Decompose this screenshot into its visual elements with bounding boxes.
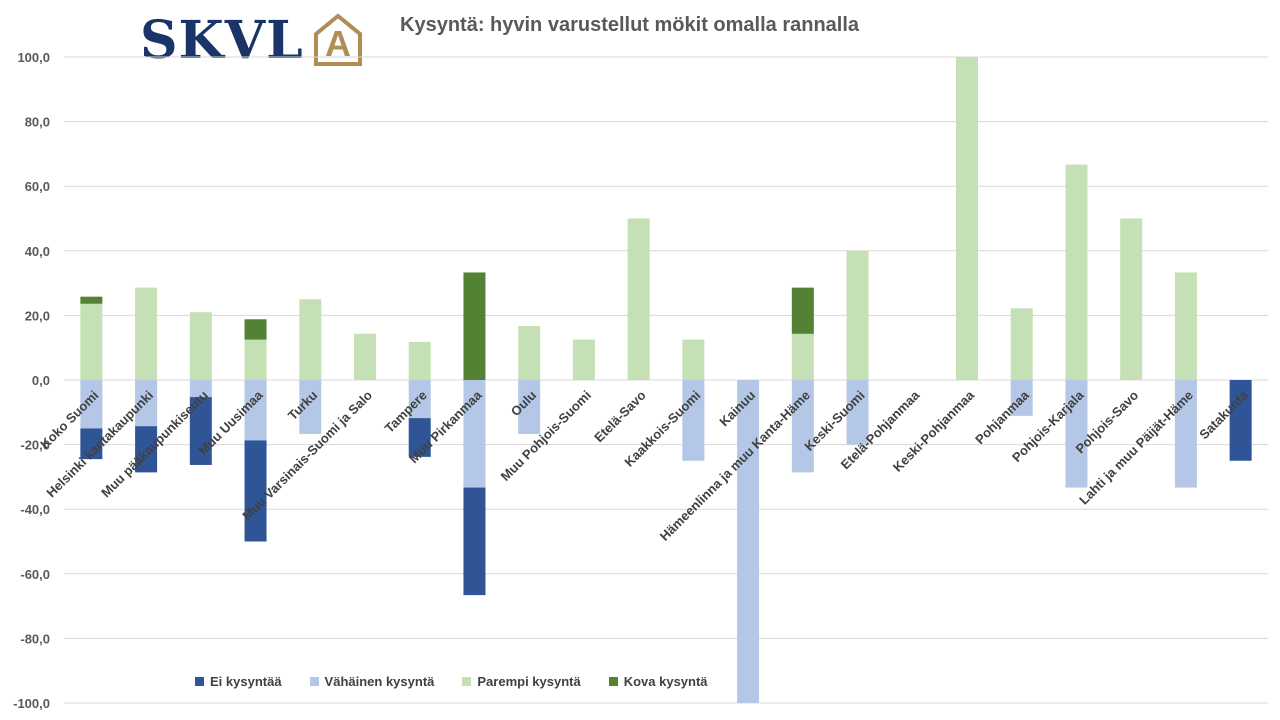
legend-item: Ei kysyntää	[195, 674, 282, 689]
bar-segment	[682, 339, 705, 380]
y-tick-label: -80,0	[20, 631, 50, 646]
bar-segment	[299, 299, 322, 380]
y-tick-label: -40,0	[20, 502, 50, 517]
bar-segment	[1010, 380, 1033, 416]
bar-segment	[1229, 380, 1252, 461]
legend-swatch	[462, 677, 472, 686]
bar-segment	[1174, 272, 1197, 380]
y-tick-label: 80,0	[25, 115, 50, 130]
legend-swatch	[195, 677, 204, 686]
bar-segment	[135, 380, 158, 427]
y-axis-ticks: -100,0 -80,0 -60,0 -40,0 -20,0 0,0 20,0 40,0 60,…	[13, 50, 50, 711]
bar-segment	[791, 287, 814, 334]
bar-segment	[846, 380, 869, 445]
legend-item: Parempi kysyntä	[462, 674, 581, 689]
house-logo-icon	[314, 13, 362, 66]
bar-segment	[1065, 164, 1088, 380]
y-tick-label: 60,0	[25, 179, 50, 194]
y-tick-label: 100,0	[17, 50, 50, 65]
bar-segment	[463, 380, 486, 488]
logo-text: SKVL	[140, 10, 304, 71]
bar-segment	[189, 312, 212, 380]
bar-segment	[463, 487, 486, 596]
bar-segment	[80, 296, 103, 304]
legend-swatch	[608, 677, 618, 686]
legend-item: Vähäinen kysyntä	[309, 674, 435, 689]
y-tick-label: 40,0	[25, 244, 50, 259]
bar-segment	[135, 287, 158, 380]
chart-title: Kysyntä: hyvin varustellut mökit omalla …	[400, 14, 860, 36]
legend-item: Kova kysyntä	[608, 674, 708, 689]
bar-segment	[135, 426, 158, 473]
bar-segment	[846, 250, 869, 380]
bar-segment	[244, 339, 267, 380]
y-tick-label: -60,0	[20, 567, 50, 582]
legend-swatch	[309, 677, 319, 686]
bar-segment	[244, 440, 267, 542]
bar-segment	[737, 380, 760, 703]
y-tick-label: 0,0	[32, 373, 50, 388]
bar-segment	[627, 218, 650, 380]
legend-label: Vähäinen kysyntä	[324, 674, 435, 689]
bar-segment	[791, 333, 814, 380]
bar-segment	[1065, 380, 1088, 488]
bar-segment	[189, 397, 212, 465]
bar-segment	[518, 326, 541, 380]
bar-segment	[408, 418, 431, 457]
bar-segment	[354, 333, 376, 380]
bar-segment	[463, 272, 486, 380]
bar-segment	[956, 57, 978, 380]
bar-segment	[1010, 308, 1033, 380]
bar-segment	[408, 380, 431, 419]
skvl-logo: SKVL A	[140, 10, 370, 72]
legend-label: Kova kysyntä	[623, 674, 708, 689]
bar-segment	[518, 380, 541, 434]
bar-segment	[1120, 218, 1143, 380]
bar-segment	[80, 380, 103, 429]
bar-segment	[80, 303, 103, 380]
bar-segment	[80, 428, 103, 460]
legend-label: Ei kysyntää	[210, 674, 282, 689]
bar-segment	[791, 380, 814, 473]
bar-segment	[1174, 380, 1197, 488]
y-tick-label: 20,0	[25, 308, 50, 323]
category-label: Etelä-Savo	[591, 387, 649, 445]
bar-segment	[244, 380, 267, 441]
y-tick-label: -20,0	[20, 438, 50, 453]
bar-segment	[189, 380, 212, 398]
legend: Ei kysyntää Vähäinen kysyntä Parempi kysyn…	[195, 674, 708, 689]
bar-segment	[299, 380, 322, 434]
category-label: Pohjanmaa	[972, 387, 1032, 447]
category-label: Muu Pohjois-Suomi	[498, 388, 594, 484]
bar-segment	[682, 380, 705, 461]
y-tick-label: -100,0	[13, 696, 50, 711]
bar-segment	[244, 319, 267, 340]
legend-label: Parempi kysyntä	[477, 674, 581, 689]
bar-segment	[572, 339, 595, 380]
bars	[80, 57, 1252, 703]
bar-segment	[408, 341, 431, 380]
